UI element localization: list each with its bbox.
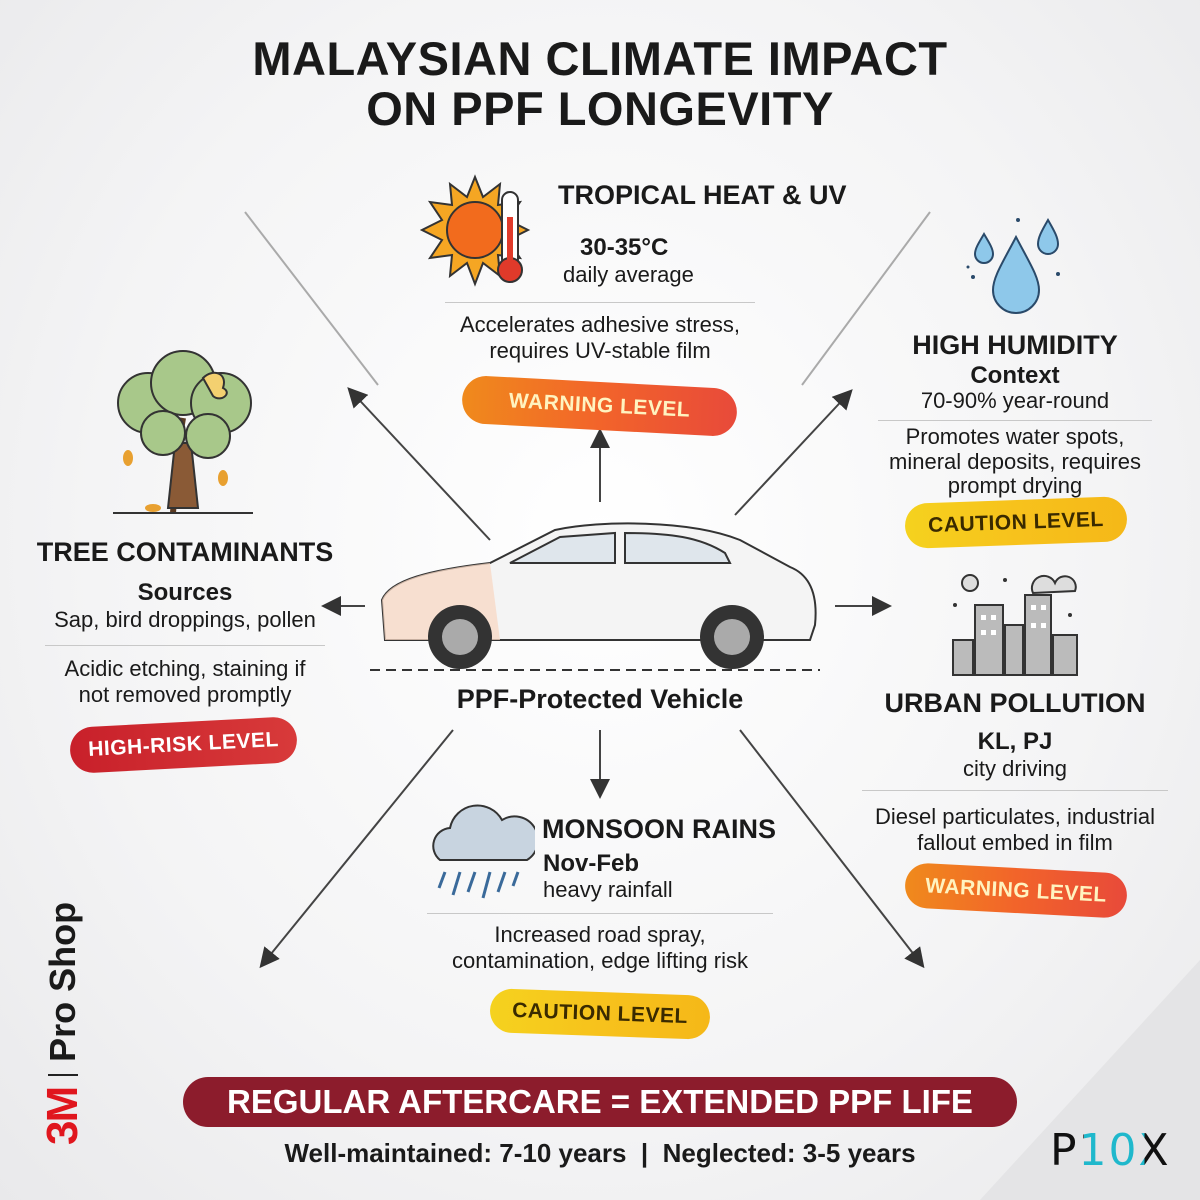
rain-cloud-icon xyxy=(432,804,535,899)
water-drops-icon xyxy=(966,218,1060,314)
page-title: MALAYSIAN CLIMATE IMPACT ON PPF LONGEVITY xyxy=(252,32,948,135)
sun-thermometer-icon xyxy=(420,174,531,287)
tree-label: Sources xyxy=(137,579,233,606)
heat-description: Accelerates adhesive stress, requires UV-… xyxy=(459,312,741,363)
divider xyxy=(445,302,755,303)
heat-title: TROPICAL HEAT & UV xyxy=(558,180,847,210)
humidity-label: Context xyxy=(970,362,1060,389)
car-illustration xyxy=(370,522,820,671)
humidity-level-badge: CAUTION LEVEL xyxy=(904,496,1128,549)
humidity-value: 70-90% year-round xyxy=(920,388,1110,413)
divider xyxy=(427,913,773,914)
divider xyxy=(878,420,1152,421)
3m-logo: 3M xyxy=(38,1087,87,1145)
monsoon-sub: heavy rainfall xyxy=(543,877,673,902)
divider xyxy=(45,645,325,646)
city-smog-icon xyxy=(952,574,1078,676)
divider xyxy=(862,790,1168,791)
urban-description: Diesel particulates, industrial fallout e… xyxy=(874,804,1156,855)
urban-value: KL, PJ xyxy=(977,728,1053,755)
monsoon-title: MONSOON RAINS xyxy=(542,814,777,844)
pro-shop-text: Pro Shop xyxy=(42,901,83,1062)
tree-sap-icon xyxy=(113,350,253,514)
urban-title: URBAN POLLUTION xyxy=(884,688,1146,718)
vehicle-label: PPF-Protected Vehicle xyxy=(456,684,744,714)
tree-description: Acidic etching, staining if not removed p… xyxy=(64,656,306,707)
longevity-footer: Well-maintained: 7-10 years | Neglected:… xyxy=(284,1138,916,1168)
monsoon-value: Nov-Feb xyxy=(543,850,639,877)
humidity-description: Promotes water spots, mineral deposits, r… xyxy=(889,424,1141,498)
tree-title: TREE CONTAMINANTS xyxy=(36,537,334,567)
monsoon-description: Increased road spray, contamination, edge… xyxy=(452,922,748,973)
monsoon-level-badge: CAUTION LEVEL xyxy=(489,988,711,1040)
heat-sub: daily average xyxy=(563,262,694,287)
p10x-logo: P10X xyxy=(1050,1125,1171,1176)
aftercare-banner: REGULAR AFTERCARE = EXTENDED PPF LIFE xyxy=(183,1077,1017,1127)
humidity-title: HIGH HUMIDITY xyxy=(912,330,1118,360)
tree-value: Sap, bird droppings, pollen xyxy=(54,607,316,632)
urban-sub: city driving xyxy=(963,756,1067,781)
heat-value: 30-35°C xyxy=(580,234,669,261)
3m-pro-shop-logo: 3M Pro Shop xyxy=(38,902,88,1145)
